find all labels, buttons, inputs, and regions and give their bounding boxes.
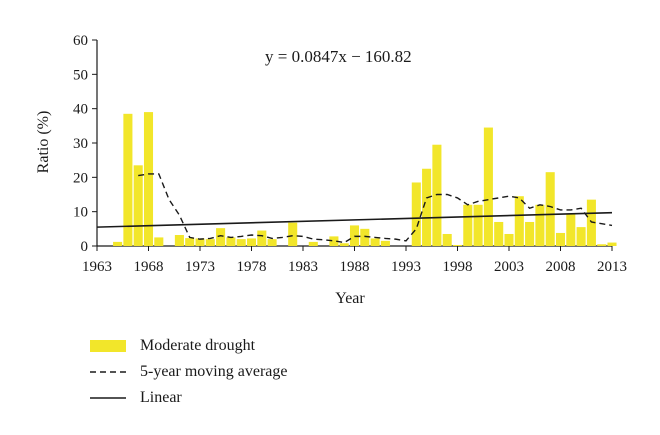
bar bbox=[329, 236, 339, 246]
bar bbox=[308, 241, 318, 246]
bar bbox=[555, 232, 566, 246]
x-tick-label: 1968 bbox=[134, 259, 164, 275]
bar bbox=[288, 222, 298, 246]
x-tick-label: 1983 bbox=[288, 259, 318, 275]
bar bbox=[246, 238, 257, 246]
bar bbox=[205, 239, 215, 246]
x-tick-label: 1998 bbox=[443, 259, 473, 275]
solid-line-icon bbox=[90, 396, 126, 399]
legend-label: 5-year moving average bbox=[140, 362, 288, 380]
x-tick-label: 1973 bbox=[185, 259, 215, 275]
legend-item-moving-average: 5-year moving average bbox=[90, 360, 287, 383]
bar bbox=[494, 221, 504, 246]
regression-equation: y = 0.0847x − 160.82 bbox=[265, 47, 412, 66]
bar bbox=[504, 233, 514, 246]
bar bbox=[473, 204, 483, 246]
bar bbox=[535, 204, 545, 246]
x-tick-label: 1978 bbox=[237, 259, 267, 275]
bar bbox=[463, 204, 473, 246]
bar bbox=[422, 168, 432, 246]
x-tick-label: 1993 bbox=[391, 259, 421, 275]
moving-average-line bbox=[138, 173, 613, 244]
bar bbox=[339, 243, 349, 246]
bar bbox=[226, 237, 236, 246]
line-series bbox=[96, 173, 613, 244]
bar bbox=[607, 242, 617, 246]
bar bbox=[236, 239, 246, 246]
bar bbox=[123, 113, 133, 246]
x-tick-label: 2008 bbox=[546, 259, 576, 275]
x-tick-label: 1988 bbox=[340, 259, 370, 275]
bar-swatch-icon bbox=[90, 339, 126, 352]
bar bbox=[597, 244, 607, 246]
bar bbox=[483, 127, 493, 246]
bar bbox=[154, 237, 164, 246]
bar-series bbox=[113, 112, 617, 246]
linear-trend-line bbox=[96, 211, 613, 228]
bar bbox=[360, 228, 370, 246]
bar bbox=[432, 144, 442, 246]
legend-item-linear: Linear bbox=[90, 386, 287, 409]
bar bbox=[452, 244, 463, 246]
x-axis: 1963 1968 1973 1978 1983 1988 1993 1998 2003 2008… bbox=[82, 245, 627, 275]
y-tick-label: 50 bbox=[73, 67, 88, 83]
bar bbox=[380, 240, 390, 246]
bar bbox=[113, 241, 123, 246]
bar bbox=[576, 227, 586, 246]
legend-label: Moderate drought bbox=[140, 336, 256, 354]
y-tick-label: 0 bbox=[81, 239, 89, 255]
bar bbox=[442, 233, 452, 246]
dashed-line-icon bbox=[90, 370, 126, 373]
y-tick-label: 10 bbox=[73, 205, 88, 221]
legend-item-moderate-drought: Moderate drought bbox=[90, 334, 287, 357]
bar bbox=[133, 165, 143, 246]
bar bbox=[195, 238, 205, 246]
bar bbox=[586, 199, 596, 246]
bar bbox=[370, 238, 380, 246]
y-axis-title: Ratio (%) bbox=[35, 111, 52, 174]
legend-label: Linear bbox=[140, 388, 182, 406]
legend: Moderate drought 5-year moving average L… bbox=[90, 334, 287, 412]
x-axis-title: Year bbox=[335, 290, 365, 307]
x-tick-label: 2013 bbox=[597, 259, 627, 275]
y-tick-label: 40 bbox=[73, 102, 88, 118]
x-tick-label: 2003 bbox=[494, 259, 524, 275]
bar bbox=[525, 221, 535, 246]
y-axis: 0 10 20 30 40 50 60 bbox=[73, 33, 98, 255]
bar bbox=[143, 112, 154, 246]
bar bbox=[185, 238, 195, 246]
bar bbox=[545, 172, 555, 246]
bar bbox=[174, 235, 184, 246]
bar bbox=[411, 182, 421, 246]
y-tick-label: 60 bbox=[73, 33, 88, 49]
bar bbox=[257, 230, 267, 246]
bar bbox=[566, 213, 576, 246]
x-tick-label: 1963 bbox=[82, 259, 112, 275]
bar bbox=[514, 196, 524, 246]
y-tick-label: 30 bbox=[73, 136, 88, 152]
bar bbox=[216, 228, 226, 246]
bar bbox=[267, 239, 277, 246]
y-tick-label: 20 bbox=[73, 170, 88, 186]
